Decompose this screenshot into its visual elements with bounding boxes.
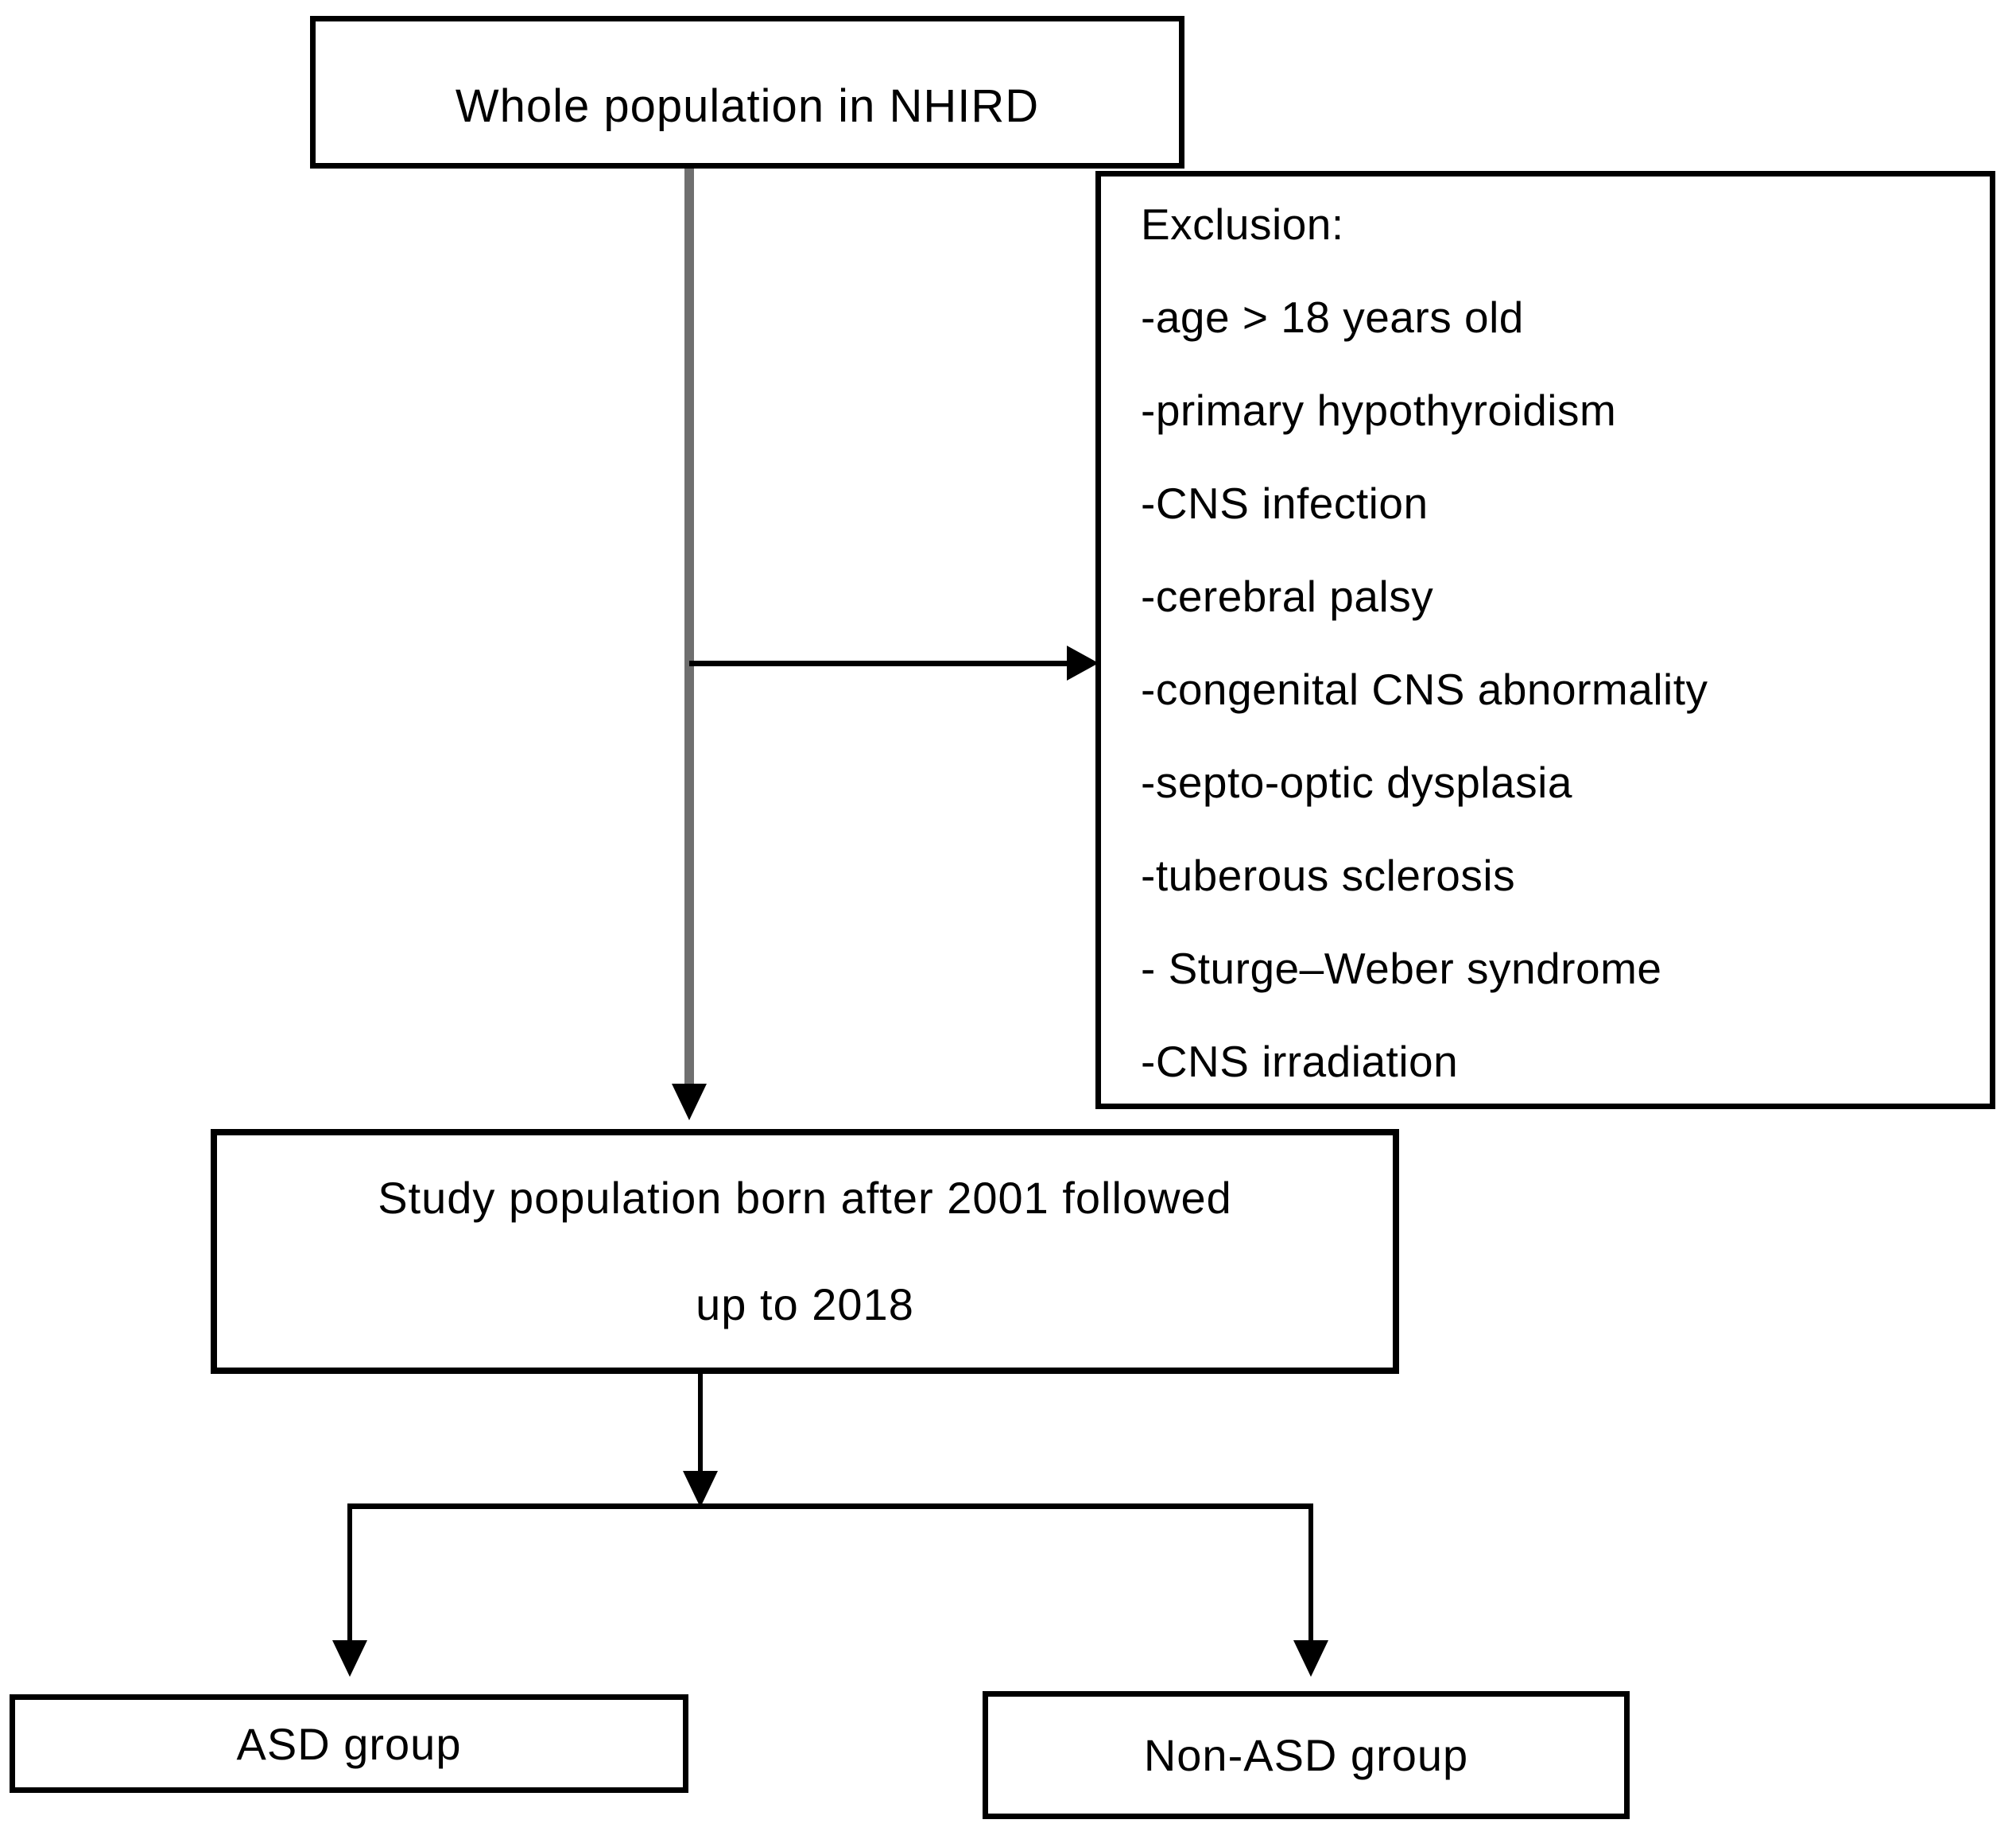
arrowhead-into-study-icon (672, 1084, 707, 1120)
non-asd-group-label: Non-ASD group (1143, 1730, 1469, 1780)
arrowhead-into-nonasd-icon (1293, 1640, 1328, 1677)
whole-population-label: Whole population in NHIRD (455, 80, 1040, 132)
branch-bar (347, 1503, 1313, 1509)
exclusion-item: -age > 18 years old (1141, 293, 1524, 342)
exclusion-item: -congenital CNS abnormality (1141, 665, 1708, 714)
exclusion-item: -cerebral palsy (1141, 572, 1434, 621)
study-population-line2: up to 2018 (696, 1279, 914, 1329)
arrowhead-branch-icon (683, 1471, 718, 1507)
asd-group-label: ASD group (236, 1718, 462, 1769)
study-population-box: Study population born after 2001 followe… (211, 1129, 1399, 1374)
connector-branch-to-nonasd (1308, 1509, 1313, 1640)
arrowhead-into-exclusion-icon (1067, 646, 1099, 681)
exclusion-item: -primary hypothyroidism (1141, 386, 1617, 435)
whole-population-box: Whole population in NHIRD (310, 16, 1184, 169)
exclusion-item: -CNS infection (1141, 479, 1429, 528)
exclusion-item: -tuberous sclerosis (1141, 851, 1516, 900)
connector-top-to-study (684, 169, 694, 1084)
exclusion-item: - Sturge–Weber syndrome (1141, 944, 1662, 993)
exclusion-box: Exclusion: -age > 18 years old -primary … (1095, 171, 1995, 1109)
study-population-line1: Study population born after 2001 followe… (378, 1173, 1232, 1223)
exclusion-title: Exclusion: (1141, 200, 1344, 249)
non-asd-group-box: Non-ASD group (983, 1691, 1630, 1819)
exclusion-item: -septo-optic dysplasia (1141, 758, 1572, 807)
connector-study-to-branch (698, 1374, 703, 1471)
connector-branch-to-asd (347, 1503, 352, 1640)
exclusion-item: -CNS irradiation (1141, 1037, 1459, 1086)
asd-group-box: ASD group (10, 1694, 688, 1793)
arrowhead-into-asd-icon (332, 1640, 367, 1677)
connector-to-exclusion (689, 661, 1067, 666)
